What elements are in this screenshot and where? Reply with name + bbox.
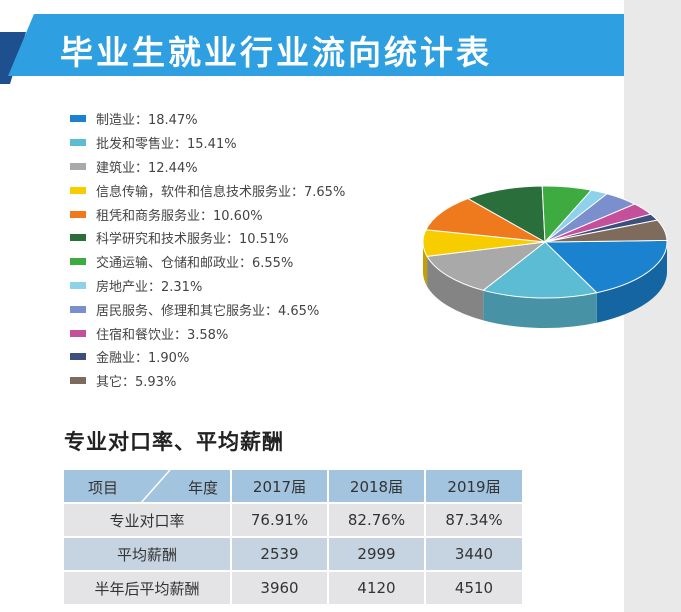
legend-item: 批发和零售业：15.41% [70,131,400,155]
table-row: 平均薪酬 2539 2999 3440 [62,536,524,572]
pie-legend: 制造业：18.47% 批发和零售业：15.41% 建筑业：12.44% 信息传输… [70,107,400,393]
table-cell: 3960 [230,570,329,606]
table-cell: 76.91% [230,502,329,538]
legend-swatch [70,377,86,385]
row-label: 平均薪酬 [62,536,232,572]
pie-slice [466,185,546,243]
pie-slice-side [596,242,667,323]
corner-diagonal [141,471,171,501]
legend-label: 信息传输，软件和信息技术服务业：7.65% [96,184,346,200]
table-row: 专业对口率 76.91% 82.76% 87.34% [62,502,524,538]
legend-item: 金融业：1.90% [70,345,400,369]
legend-label: 居民服务、修理和其它服务业：4.65% [96,303,320,319]
pie-slice [425,198,546,243]
pie-slice-side [427,256,484,321]
legend-swatch [70,162,86,170]
legend-item: 建筑业：12.44% [70,155,400,179]
legend-label: 其它：5.93% [96,375,177,391]
legend-swatch [70,210,86,218]
legend-swatch [70,115,86,123]
legend-item: 交通运输、仓储和邮政业：6.55% [70,250,400,274]
table-cell: 2539 [230,536,329,572]
legend-item: 房地产业：2.31% [70,274,400,298]
legend-label: 建筑业：12.44% [96,160,198,176]
year-header: 2017届 [230,468,329,504]
pie-chart [422,185,668,328]
banner-shape [0,14,624,84]
legend-label: 交通运输、仓储和邮政业：6.55% [96,256,294,272]
corner-item-label: 项目 [88,479,119,497]
pie-slice [426,241,547,291]
corner-year-label: 年度 [187,479,218,497]
table-cell: 2999 [327,536,426,572]
legend-label: 科学研究和技术服务业：10.51% [96,232,289,248]
legend-swatch [70,139,86,147]
table-cell: 4120 [327,570,426,606]
section-title: 专业对口率、平均薪酬 [64,430,284,454]
legend-label: 制造业：18.47% [96,113,198,129]
legend-label: 房地产业：2.31% [96,279,203,295]
pie-slice [543,239,668,294]
stats-table: 项目 年度 2017届 2018届 2019届 专业对口率 76.91% 82.… [62,468,524,606]
legend-swatch [70,353,86,361]
pie-slice [544,219,668,243]
pie-slice-side [423,242,428,287]
table-corner-cell: 项目 年度 [62,468,232,504]
title-banner: 毕业生就业行业流向统计表 [0,14,624,84]
year-header: 2019届 [424,468,524,504]
table-row: 半年后平均薪酬 3960 4120 4510 [62,570,524,606]
pie-slice-side [483,290,597,328]
year-header: 2018届 [327,468,426,504]
row-label: 半年后平均薪酬 [62,570,232,606]
table-cell: 4510 [424,570,524,606]
legend-swatch [70,186,86,194]
table-header-row: 项目 年度 2017届 2018届 2019届 [62,468,524,504]
pie-slice [482,241,598,299]
legend-swatch [70,281,86,289]
table-cell: 87.34% [424,502,524,538]
legend-swatch [70,258,86,266]
legend-swatch [70,305,86,313]
legend-item: 信息传输，软件和信息技术服务业：7.65% [70,178,400,202]
legend-label: 批发和零售业：15.41% [96,137,237,153]
legend-item: 租凭和商务服务业：10.60% [70,202,400,226]
legend-item: 科学研究和技术服务业：10.51% [70,226,400,250]
legend-swatch [70,234,86,242]
legend-label: 金融业：1.90% [96,351,190,367]
legend-label: 住宿和餐饮业：3.58% [96,327,229,343]
legend-item: 制造业：18.47% [70,107,400,131]
page-title: 毕业生就业行业流向统计表 [60,33,492,72]
row-label: 专业对口率 [62,502,232,538]
legend-item: 居民服务、修理和其它服务业：4.65% [70,297,400,321]
legend-item: 其它：5.93% [70,369,400,393]
legend-swatch [70,329,86,337]
legend-label: 租凭和商务服务业：10.60% [96,208,263,224]
table-cell: 82.76% [327,502,426,538]
legend-item: 住宿和餐饮业：3.58% [70,321,400,345]
table-cell: 3440 [424,536,524,572]
